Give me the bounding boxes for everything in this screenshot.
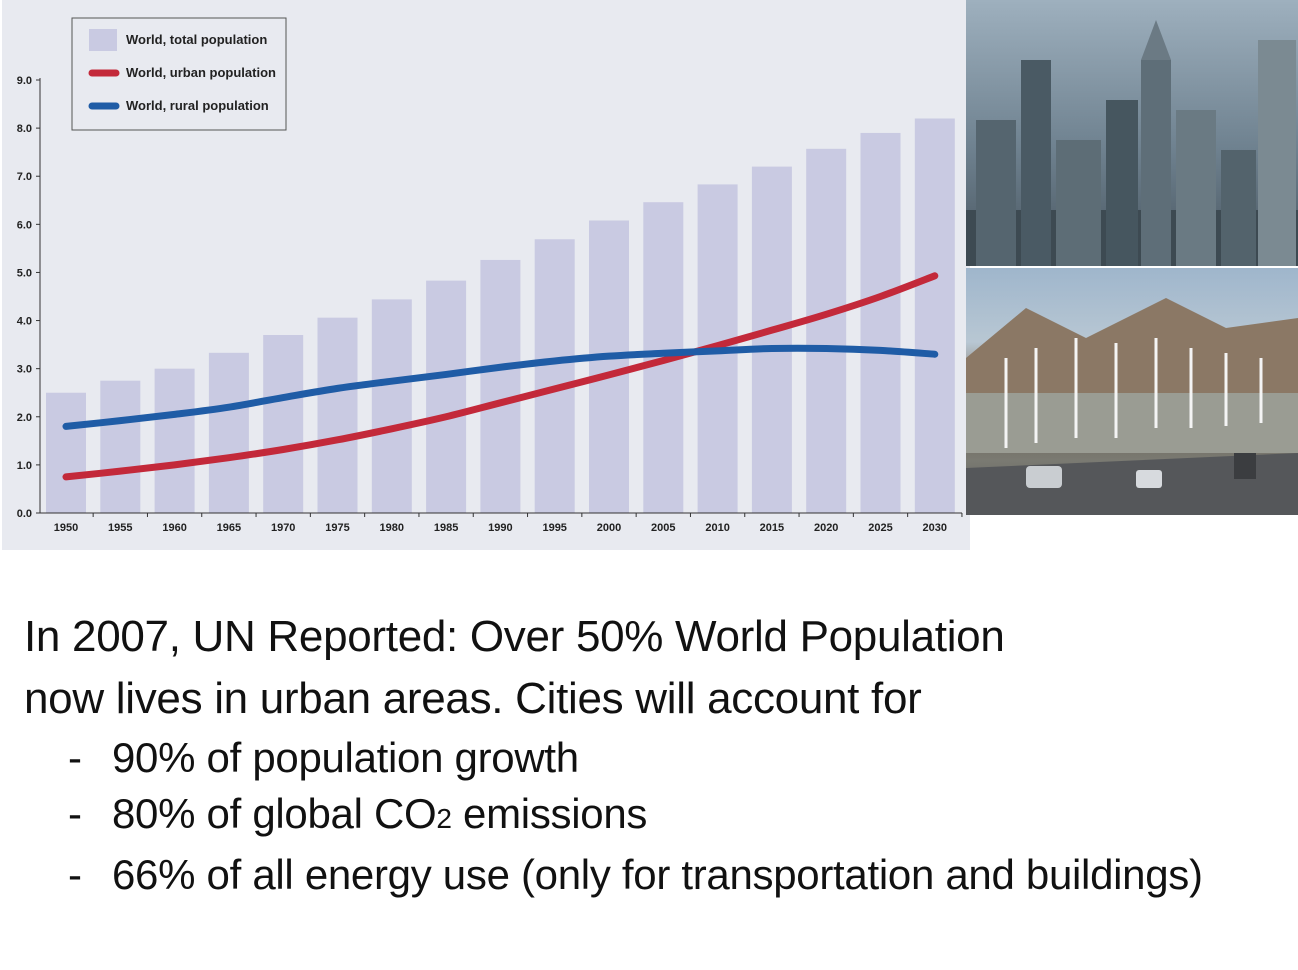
x-tick-label: 1970 (271, 522, 295, 534)
city-skyline-illustration (966, 20, 1298, 266)
legend-label: World, total population (126, 32, 267, 47)
slide-text: In 2007, UN Reported: Over 50% World Pop… (24, 606, 1284, 903)
wind-farm-illustration (966, 298, 1298, 515)
y-tick-label: 3.0 (17, 364, 32, 376)
y-tick-label: 6.0 (17, 219, 32, 231)
headline-line-1: In 2007, UN Reported: Over 50% World Pop… (24, 612, 1005, 661)
y-tick-label: 2.0 (17, 412, 32, 424)
bar-total-population (806, 148, 847, 513)
x-tick-label: 1965 (217, 522, 241, 534)
x-tick-label: 1955 (108, 522, 132, 534)
x-tick-label: 2000 (597, 522, 621, 534)
legend-swatch-total (89, 29, 117, 51)
bar-total-population (154, 368, 195, 513)
x-tick-label: 1960 (162, 522, 186, 534)
x-tick-label: 1950 (54, 522, 78, 534)
bullet-text-before: 80% of global CO (112, 790, 437, 837)
bullet-population-growth: -90% of population growth (68, 730, 1284, 786)
headline-line-2: now lives in urban areas. Cities will ac… (24, 674, 922, 723)
x-tick-label: 1990 (488, 522, 512, 534)
bullet-energy-use: -66% of all energy use (only for transpo… (68, 847, 1284, 903)
x-tick-label: 1985 (434, 522, 458, 534)
bar-total-population (46, 392, 86, 513)
x-tick-label: 1980 (380, 522, 404, 534)
chart-svg: 0.0 1.0 2.0 3.0 4.0 5.0 6.0 7.0 8.0 9.0 1950 1955 19… (17, 17, 963, 534)
bar-total-population (860, 132, 901, 513)
bar-total-population (751, 166, 792, 513)
bullet-text: 66% of all energy use (only for transpor… (112, 851, 1203, 898)
x-tick-label: 2020 (814, 522, 838, 534)
bullet-text: 90% of population growth (112, 734, 579, 781)
city-skyline-photo (966, 0, 1298, 266)
y-tick-label: 8.0 (17, 123, 32, 135)
y-tick-label: 4.0 (17, 316, 32, 328)
x-tick-label: 2015 (760, 522, 784, 534)
bar-total-population (914, 118, 955, 513)
bar-total-population (534, 239, 575, 513)
x-tick-label: 1975 (325, 522, 349, 534)
y-tick-label: 5.0 (17, 267, 32, 279)
bullet-text-after: emissions (451, 790, 648, 837)
co2-subscript: 2 (436, 803, 452, 834)
bar-total-population (263, 334, 304, 513)
x-tick-label: 1995 (542, 522, 566, 534)
y-tick-label: 9.0 (17, 75, 32, 87)
legend-label: World, urban population (126, 65, 276, 80)
bar-total-population (317, 317, 358, 513)
bullet-co2-emissions: -80% of global CO2 emissions (68, 786, 1284, 847)
bullet-dash: - (68, 734, 82, 781)
x-tick-label: 2010 (705, 522, 729, 534)
bar-total-population (100, 380, 141, 513)
y-tick-label: 1.0 (17, 460, 32, 472)
line-rural-population (62, 344, 939, 430)
bullet-dash: - (68, 851, 82, 898)
bar-total-population (371, 299, 412, 513)
x-tick-label: 2005 (651, 522, 675, 534)
population-chart: 0.0 1.0 2.0 3.0 4.0 5.0 6.0 7.0 8.0 9.0 1950 1955 19… (2, 0, 970, 550)
x-tick-label: 2025 (868, 522, 892, 534)
bar-total-population (480, 259, 521, 513)
y-tick-label: 0.0 (17, 508, 32, 520)
y-tick-label: 7.0 (17, 171, 32, 183)
line-urban-population (62, 272, 939, 481)
legend-label: World, rural population (126, 98, 269, 113)
bar-total-population (426, 280, 467, 513)
bullet-dash: - (68, 790, 82, 837)
bar-total-population (589, 220, 629, 514)
bar-total-population (208, 352, 249, 513)
x-tick-label: 2030 (923, 522, 947, 534)
wind-farm-photo (966, 268, 1298, 515)
bullet-list: -90% of population growth -80% of global… (24, 730, 1284, 903)
